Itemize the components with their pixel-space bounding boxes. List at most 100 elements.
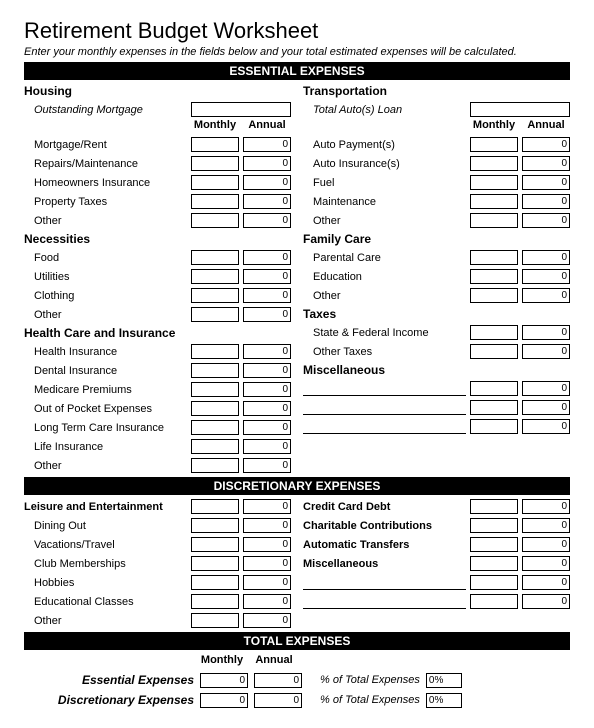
health-annual-0[interactable]: 0 xyxy=(243,344,291,359)
disc-blank-monthly-1[interactable] xyxy=(470,594,518,609)
essential-pct[interactable]: 0% xyxy=(426,673,462,688)
necessities-annual-3[interactable]: 0 xyxy=(243,307,291,322)
transport-annual-2[interactable]: 0 xyxy=(522,175,570,190)
transport-monthly-0[interactable] xyxy=(470,137,518,152)
disc-right-annual-1[interactable]: 0 xyxy=(522,518,570,533)
disc-right-annual-2[interactable]: 0 xyxy=(522,537,570,552)
misc-annual-2[interactable]: 0 xyxy=(522,419,570,434)
housing-monthly-2[interactable] xyxy=(191,175,239,190)
family-monthly-0[interactable] xyxy=(470,250,518,265)
necessities-monthly-0[interactable] xyxy=(191,250,239,265)
discretionary-pct[interactable]: 0% xyxy=(426,693,462,708)
total-auto-input[interactable] xyxy=(470,102,570,117)
disc-right-monthly-0[interactable] xyxy=(470,499,518,514)
family-annual-2[interactable]: 0 xyxy=(522,288,570,303)
housing-annual-3[interactable]: 0 xyxy=(243,194,291,209)
necessities-monthly-2[interactable] xyxy=(191,288,239,303)
leisure-annual-3[interactable]: 0 xyxy=(243,575,291,590)
disc-blank-monthly-0[interactable] xyxy=(470,575,518,590)
health-annual-4[interactable]: 0 xyxy=(243,420,291,435)
housing-annual-1[interactable]: 0 xyxy=(243,156,291,171)
leisure-monthly-5[interactable] xyxy=(191,613,239,628)
transport-annual-0[interactable]: 0 xyxy=(522,137,570,152)
housing-annual-2[interactable]: 0 xyxy=(243,175,291,190)
leisure-annual-2[interactable]: 0 xyxy=(243,556,291,571)
health-monthly-0[interactable] xyxy=(191,344,239,359)
housing-monthly-1[interactable] xyxy=(191,156,239,171)
discretionary-annual-total[interactable]: 0 xyxy=(254,693,302,708)
transport-annual-3[interactable]: 0 xyxy=(522,194,570,209)
misc-monthly-1[interactable] xyxy=(470,400,518,415)
misc-desc-1[interactable] xyxy=(303,401,466,415)
outstanding-mortgage-input[interactable] xyxy=(191,102,291,117)
taxes-annual-0[interactable]: 0 xyxy=(522,325,570,340)
taxes-monthly-1[interactable] xyxy=(470,344,518,359)
disc-blank-desc-1[interactable] xyxy=(303,595,466,609)
total-expenses-bar: TOTAL EXPENSES xyxy=(24,632,570,650)
leisure-monthly-1[interactable] xyxy=(191,537,239,552)
transport-monthly-3[interactable] xyxy=(470,194,518,209)
essential-annual-total[interactable]: 0 xyxy=(254,673,302,688)
necessities-annual-2[interactable]: 0 xyxy=(243,288,291,303)
transport-annual-4[interactable]: 0 xyxy=(522,213,570,228)
necessities-annual-1[interactable]: 0 xyxy=(243,269,291,284)
misc-monthly-0[interactable] xyxy=(470,381,518,396)
leisure-monthly-input[interactable] xyxy=(191,499,239,514)
family-annual-0[interactable]: 0 xyxy=(522,250,570,265)
transport-monthly-4[interactable] xyxy=(470,213,518,228)
necessities-monthly-1[interactable] xyxy=(191,269,239,284)
leisure-monthly-4[interactable] xyxy=(191,594,239,609)
health-monthly-1[interactable] xyxy=(191,363,239,378)
housing-annual-0[interactable]: 0 xyxy=(243,137,291,152)
leisure-annual-5[interactable]: 0 xyxy=(243,613,291,628)
disc-right-annual-0[interactable]: 0 xyxy=(522,499,570,514)
health-monthly-2[interactable] xyxy=(191,382,239,397)
health-monthly-4[interactable] xyxy=(191,420,239,435)
housing-monthly-0[interactable] xyxy=(191,137,239,152)
misc-annual-1[interactable]: 0 xyxy=(522,400,570,415)
leisure-monthly-3[interactable] xyxy=(191,575,239,590)
necessities-monthly-3[interactable] xyxy=(191,307,239,322)
discretionary-left-col: Leisure and Entertainment 0 Dining Out0V… xyxy=(24,497,291,630)
necessities-annual-0[interactable]: 0 xyxy=(243,250,291,265)
family-monthly-2[interactable] xyxy=(470,288,518,303)
disc-blank-annual-1[interactable]: 0 xyxy=(522,594,570,609)
taxes-annual-1[interactable]: 0 xyxy=(522,344,570,359)
housing-monthly-4[interactable] xyxy=(191,213,239,228)
disc-blank-annual-0[interactable]: 0 xyxy=(522,575,570,590)
discretionary-monthly-total[interactable]: 0 xyxy=(200,693,248,708)
transport-monthly-1[interactable] xyxy=(470,156,518,171)
misc-annual-0[interactable]: 0 xyxy=(522,381,570,396)
housing-monthly-3[interactable] xyxy=(191,194,239,209)
leisure-annual-4[interactable]: 0 xyxy=(243,594,291,609)
transport-label-0: Auto Payment(s) xyxy=(303,139,466,151)
leisure-monthly-0[interactable] xyxy=(191,518,239,533)
misc-desc-0[interactable] xyxy=(303,382,466,396)
health-annual-2[interactable]: 0 xyxy=(243,382,291,397)
leisure-monthly-2[interactable] xyxy=(191,556,239,571)
family-monthly-1[interactable] xyxy=(470,269,518,284)
misc-monthly-2[interactable] xyxy=(470,419,518,434)
leisure-annual-input[interactable]: 0 xyxy=(243,499,291,514)
disc-right-monthly-1[interactable] xyxy=(470,518,518,533)
health-monthly-5[interactable] xyxy=(191,439,239,454)
health-annual-5[interactable]: 0 xyxy=(243,439,291,454)
transport-annual-1[interactable]: 0 xyxy=(522,156,570,171)
health-monthly-6[interactable] xyxy=(191,458,239,473)
health-annual-1[interactable]: 0 xyxy=(243,363,291,378)
disc-right-monthly-3[interactable] xyxy=(470,556,518,571)
misc-desc-2[interactable] xyxy=(303,420,466,434)
disc-right-annual-3[interactable]: 0 xyxy=(522,556,570,571)
health-annual-3[interactable]: 0 xyxy=(243,401,291,416)
health-annual-6[interactable]: 0 xyxy=(243,458,291,473)
taxes-monthly-0[interactable] xyxy=(470,325,518,340)
housing-annual-4[interactable]: 0 xyxy=(243,213,291,228)
health-monthly-3[interactable] xyxy=(191,401,239,416)
disc-blank-desc-0[interactable] xyxy=(303,576,466,590)
leisure-annual-1[interactable]: 0 xyxy=(243,537,291,552)
leisure-annual-0[interactable]: 0 xyxy=(243,518,291,533)
family-annual-1[interactable]: 0 xyxy=(522,269,570,284)
essential-monthly-total[interactable]: 0 xyxy=(200,673,248,688)
disc-right-monthly-2[interactable] xyxy=(470,537,518,552)
transport-monthly-2[interactable] xyxy=(470,175,518,190)
